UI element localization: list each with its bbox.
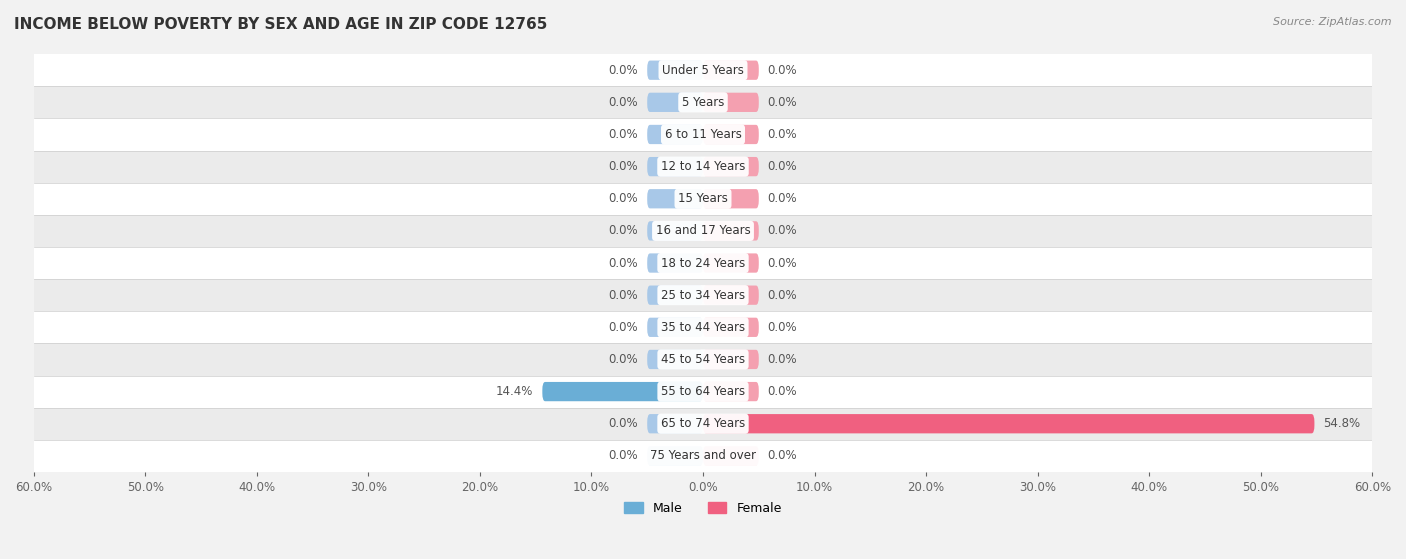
FancyBboxPatch shape bbox=[647, 253, 703, 273]
Text: 0.0%: 0.0% bbox=[609, 224, 638, 238]
Bar bbox=[34, 86, 1372, 119]
Bar bbox=[34, 279, 1372, 311]
FancyBboxPatch shape bbox=[703, 318, 759, 337]
Text: INCOME BELOW POVERTY BY SEX AND AGE IN ZIP CODE 12765: INCOME BELOW POVERTY BY SEX AND AGE IN Z… bbox=[14, 17, 547, 32]
Bar bbox=[34, 440, 1372, 472]
Text: 0.0%: 0.0% bbox=[768, 64, 797, 77]
Bar bbox=[34, 119, 1372, 150]
Text: 5 Years: 5 Years bbox=[682, 96, 724, 109]
Text: 16 and 17 Years: 16 and 17 Years bbox=[655, 224, 751, 238]
FancyBboxPatch shape bbox=[703, 221, 759, 240]
Text: 0.0%: 0.0% bbox=[609, 64, 638, 77]
FancyBboxPatch shape bbox=[703, 446, 759, 466]
FancyBboxPatch shape bbox=[703, 382, 759, 401]
Text: 0.0%: 0.0% bbox=[609, 192, 638, 205]
Text: 65 to 74 Years: 65 to 74 Years bbox=[661, 417, 745, 430]
FancyBboxPatch shape bbox=[703, 125, 759, 144]
Text: 0.0%: 0.0% bbox=[768, 257, 797, 269]
FancyBboxPatch shape bbox=[703, 286, 759, 305]
FancyBboxPatch shape bbox=[703, 414, 1315, 433]
Text: 45 to 54 Years: 45 to 54 Years bbox=[661, 353, 745, 366]
Text: 0.0%: 0.0% bbox=[768, 160, 797, 173]
Text: 0.0%: 0.0% bbox=[768, 192, 797, 205]
FancyBboxPatch shape bbox=[647, 125, 703, 144]
FancyBboxPatch shape bbox=[647, 286, 703, 305]
FancyBboxPatch shape bbox=[703, 93, 759, 112]
Text: 0.0%: 0.0% bbox=[768, 288, 797, 302]
Bar bbox=[34, 247, 1372, 279]
Bar bbox=[34, 215, 1372, 247]
Bar bbox=[34, 311, 1372, 343]
Text: 0.0%: 0.0% bbox=[609, 128, 638, 141]
Text: 0.0%: 0.0% bbox=[768, 353, 797, 366]
Text: 14.4%: 14.4% bbox=[496, 385, 533, 398]
Text: 55 to 64 Years: 55 to 64 Years bbox=[661, 385, 745, 398]
Text: 0.0%: 0.0% bbox=[768, 385, 797, 398]
Bar bbox=[34, 54, 1372, 86]
Text: 0.0%: 0.0% bbox=[768, 321, 797, 334]
Bar bbox=[34, 150, 1372, 183]
FancyBboxPatch shape bbox=[647, 221, 703, 240]
Text: 0.0%: 0.0% bbox=[609, 321, 638, 334]
FancyBboxPatch shape bbox=[647, 350, 703, 369]
Text: 0.0%: 0.0% bbox=[609, 417, 638, 430]
Text: 15 Years: 15 Years bbox=[678, 192, 728, 205]
Text: 12 to 14 Years: 12 to 14 Years bbox=[661, 160, 745, 173]
Legend: Male, Female: Male, Female bbox=[619, 497, 787, 520]
Text: 75 Years and over: 75 Years and over bbox=[650, 449, 756, 462]
FancyBboxPatch shape bbox=[647, 189, 703, 209]
FancyBboxPatch shape bbox=[647, 93, 703, 112]
FancyBboxPatch shape bbox=[703, 189, 759, 209]
Text: 0.0%: 0.0% bbox=[609, 353, 638, 366]
FancyBboxPatch shape bbox=[647, 446, 703, 466]
Text: Source: ZipAtlas.com: Source: ZipAtlas.com bbox=[1274, 17, 1392, 27]
FancyBboxPatch shape bbox=[647, 60, 703, 80]
Text: 0.0%: 0.0% bbox=[768, 128, 797, 141]
Text: 6 to 11 Years: 6 to 11 Years bbox=[665, 128, 741, 141]
Text: 0.0%: 0.0% bbox=[768, 96, 797, 109]
Text: 35 to 44 Years: 35 to 44 Years bbox=[661, 321, 745, 334]
FancyBboxPatch shape bbox=[703, 253, 759, 273]
Bar bbox=[34, 408, 1372, 440]
FancyBboxPatch shape bbox=[703, 60, 759, 80]
Text: 0.0%: 0.0% bbox=[609, 257, 638, 269]
Text: 18 to 24 Years: 18 to 24 Years bbox=[661, 257, 745, 269]
FancyBboxPatch shape bbox=[647, 157, 703, 176]
Text: 54.8%: 54.8% bbox=[1323, 417, 1361, 430]
FancyBboxPatch shape bbox=[647, 318, 703, 337]
Text: Under 5 Years: Under 5 Years bbox=[662, 64, 744, 77]
Bar bbox=[34, 183, 1372, 215]
FancyBboxPatch shape bbox=[543, 382, 703, 401]
Text: 25 to 34 Years: 25 to 34 Years bbox=[661, 288, 745, 302]
FancyBboxPatch shape bbox=[703, 157, 759, 176]
FancyBboxPatch shape bbox=[703, 350, 759, 369]
Bar bbox=[34, 343, 1372, 376]
Text: 0.0%: 0.0% bbox=[768, 224, 797, 238]
Text: 0.0%: 0.0% bbox=[609, 449, 638, 462]
Text: 0.0%: 0.0% bbox=[768, 449, 797, 462]
Text: 0.0%: 0.0% bbox=[609, 160, 638, 173]
Text: 0.0%: 0.0% bbox=[609, 288, 638, 302]
Bar bbox=[34, 376, 1372, 408]
FancyBboxPatch shape bbox=[647, 414, 703, 433]
Text: 0.0%: 0.0% bbox=[609, 96, 638, 109]
